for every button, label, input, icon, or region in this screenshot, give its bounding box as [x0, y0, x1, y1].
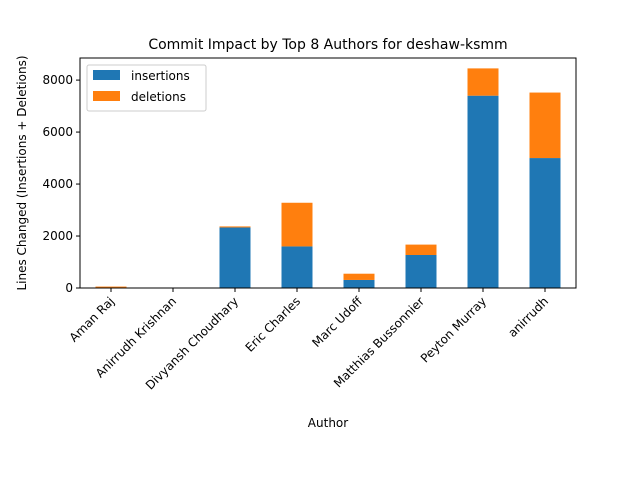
legend: insertions deletions — [86, 64, 207, 112]
bar-insertions-4 — [343, 279, 375, 288]
plot-area — [95, 68, 561, 289]
x-tick-label: anirrudh — [505, 294, 551, 340]
legend-label-insertions: insertions — [131, 69, 190, 83]
bar-deletions-6 — [467, 68, 499, 96]
bar-deletions-2 — [219, 226, 251, 228]
x-tick-label: Peyton Murray — [418, 294, 489, 365]
legend-swatch-insertions — [93, 70, 120, 80]
bar-deletions-5 — [405, 244, 437, 255]
x-tick-label: Aman Raj — [67, 294, 118, 345]
y-axis-label: Lines Changed (Insertions + Deletions) — [15, 55, 29, 290]
x-tick-label: Marc Udoff — [309, 294, 365, 350]
y-tick-label: 0 — [65, 281, 73, 295]
y-tick-label: 2000 — [42, 229, 73, 243]
y-tick-label: 4000 — [42, 177, 73, 191]
bar-insertions-3 — [281, 246, 313, 288]
bar-deletions-0 — [95, 286, 127, 288]
bar-deletions-3 — [281, 202, 313, 247]
bar-deletions-7 — [529, 92, 561, 159]
legend-swatch-deletions — [93, 91, 120, 101]
y-axis: 0 2000 4000 6000 8000 — [42, 73, 80, 295]
bar-insertions-6 — [467, 95, 499, 289]
bar-insertions-2 — [219, 227, 251, 288]
bar-insertions-7 — [529, 158, 561, 288]
bar-insertions-5 — [405, 254, 437, 288]
legend-label-deletions: deletions — [131, 90, 186, 104]
y-tick-label: 6000 — [42, 125, 73, 139]
bar-deletions-4 — [343, 273, 375, 280]
y-tick-label: 8000 — [42, 73, 73, 87]
x-axis-label: Author — [308, 416, 348, 430]
x-tick-label: Eric Charles — [243, 294, 303, 354]
axes-frame — [79, 57, 577, 289]
chart-title: Commit Impact by Top 8 Authors for desha… — [148, 37, 507, 53]
